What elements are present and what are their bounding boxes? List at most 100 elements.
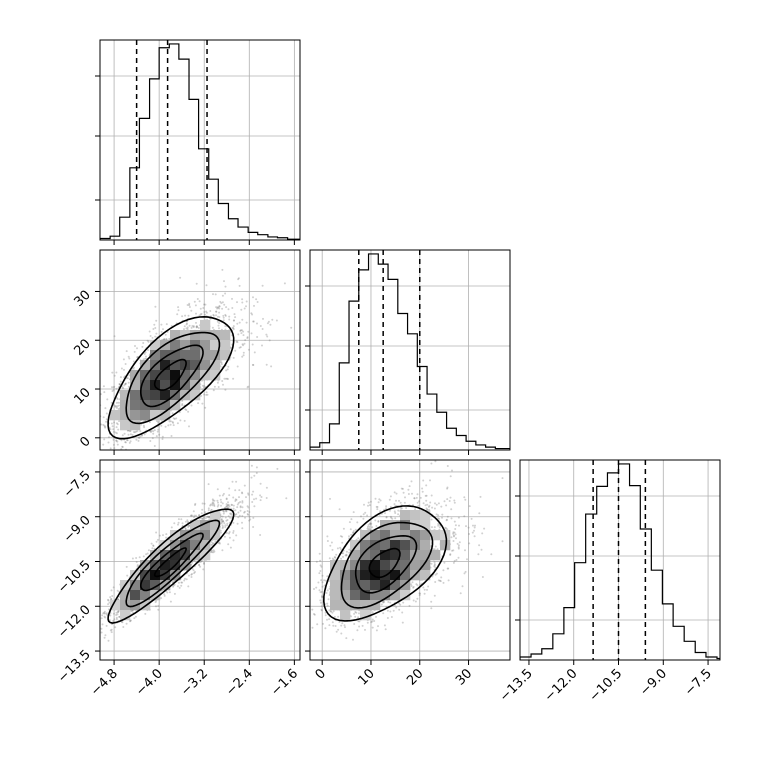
scatter-panel-p2-vs-p1-sample [143,426,146,429]
scatter-panel-p2-vs-p1-sample [265,333,268,336]
scatter-panel-p3-vs-p1-sample [251,493,254,496]
scatter-panel-p2-vs-p1-sample [222,316,225,319]
scatter-panel-p2-vs-p1-sample [251,363,254,366]
scatter-panel-p3-vs-p1-sample [117,598,120,601]
scatter-panel-p3-vs-p1-sample [213,503,216,506]
scatter-panel-p2-vs-p1-sample [152,430,155,433]
scatter-panel-p2-vs-p1-density-cell [180,350,191,361]
scatter-panel-p2-vs-p1-sample [290,326,293,329]
scatter-panel-p2-vs-p1-sample [218,322,221,325]
scatter-panel-p2-vs-p1-sample [142,424,145,427]
scatter-panel-p3-vs-p1-sample [222,520,225,523]
scatter-panel-p3-vs-p1-sample [221,527,224,530]
scatter-panel-p2-vs-p1-sample [167,424,170,427]
scatter-panel-p2-vs-p1-sample [246,386,249,389]
scatter-panel-p2-vs-p1-sample [124,383,127,386]
scatter-panel-p2-vs-p1-density-cell [160,390,171,401]
scatter-panel-p3-vs-p1-sample [225,510,227,513]
scatter-panel-p3-vs-p1-sample [188,524,190,527]
scatter-panel-p3-vs-p1-sample [115,611,118,614]
scatter-panel-p2-vs-p1-contour-2 [125,331,221,425]
scatter-panel-p2-vs-p1-sample [128,374,131,377]
scatter-panel-p2-vs-p1-sample [127,381,130,384]
scatter-panel-p3-vs-p1-sample [181,522,184,525]
scatter-panel-p2-vs-p1-sample [144,357,147,360]
scatter-panel-p2-vs-p1-sample [205,311,208,314]
scatter-panel-p3-vs-p1-sample [211,498,214,501]
scatter-panel-p2-vs-p1-sample [215,310,218,313]
scatter-panel-p2-vs-p1-sample [241,355,244,358]
scatter-panel-p3-vs-p1-sample [97,624,99,626]
scatter-panel-p3-vs-p1-sample [181,581,184,584]
scatter-panel-p2-vs-p1-density-cell [170,400,181,411]
scatter-panel-p2-vs-p1-sample [96,451,98,453]
scatter-panel-p2-vs-p1-sample [211,326,214,329]
scatter-panel-p3-vs-p1-sample [154,601,157,604]
scatter-panel-p2-vs-p1-sample [218,327,220,330]
scatter-panel-p3-vs-p1-sample [209,503,212,506]
scatter-panel-p3-vs-p1-sample [218,494,221,497]
scatter-panel-p3-vs-p1-sample [187,526,190,529]
scatter-panel-p2-vs-p1-density-cell [160,380,171,391]
scatter-panel-p2-vs-p1-sample [164,425,167,428]
scatter-panel-p2-vs-p1-sample [118,420,121,423]
scatter-panel-p2-vs-p1-density-cell [110,410,121,421]
scatter-panel-p2-vs-p1-sample [115,432,118,435]
hist-p3-steps [520,463,720,660]
scatter-panel-p2-vs-p1-sample [109,447,112,450]
scatter-panel-p2-vs-p1-sample [126,439,129,442]
scatter-panel-p2-vs-p1-density-cell [140,370,151,381]
scatter-panel-p2-vs-p1-sample [95,458,97,460]
scatter-panel-p2-vs-p1-sample [238,346,241,349]
scatter-panel-p2-vs-p1-sample [236,365,239,368]
scatter-panel-p2-vs-p1-sample [183,328,185,331]
scatter-panel-p3-vs-p1-sample [259,499,262,502]
scatter-panel-p3-vs-p1-sample [212,549,215,552]
scatter-panel-p2-vs-p1-sample [221,380,224,382]
scatter-panel-p2-vs-p1-sample [192,326,195,329]
scatter-panel-p3-vs-p1-sample [96,636,98,638]
scatter-panel-p3-vs-p1-sample [201,518,204,521]
scatter-panel-p2-vs-p1-sample [216,307,219,310]
scatter-panel-p2-vs-p1-sample [111,371,114,374]
scatter-panel-p2-vs-p1-sample [184,314,187,317]
scatter-panel-p2-vs-p1-sample [243,307,246,310]
scatter-panel-p3-vs-p1-sample [183,579,186,582]
scatter-panel-p3-vs-p1-sample [220,515,222,518]
scatter-panel-p2-vs-p1-sample [187,314,190,317]
scatter-panel-p2-vs-p1-sample [100,423,103,426]
scatter-panel-p2-vs-p1-sample [241,298,244,301]
scatter-panel-p3-vs-p1-sample [152,544,155,547]
scatter-panel-p2-vs-p1-sample [171,420,174,423]
scatter-panel-p3-vs-p1-sample [134,615,137,618]
scatter-panel-p2-vs-p1-sample [239,346,242,349]
scatter-panel-p2-vs-p1-sample [212,389,215,392]
scatter-panel-p3-vs-p1-sample [241,506,244,509]
scatter-panel-p2-vs-p1-sample [216,315,219,318]
scatter-panel-p2-vs-p1-sample [151,437,154,440]
scatter-panel-p3-vs-p1-sample [232,539,235,542]
scatter-panel-p3-vs-p1-sample [207,483,210,486]
scatter-panel-p3-vs-p1-sample [103,636,106,639]
scatter-panel-p3-vs-p1-sample [238,496,240,499]
scatter-panel-p2-vs-p1-sample [115,405,118,408]
scatter-panel-p2-vs-p1-sample [251,343,254,346]
scatter-panel-p2-vs-p1-sample [107,462,109,464]
scatter-panel-p3-vs-p1-sample [246,513,249,515]
scatter-panel-p2-vs-p1-sample [161,438,164,440]
scatter-panel-p3-vs-p1-sample [220,501,223,504]
scatter-panel-p2-vs-p1-density-cell [170,330,181,341]
scatter-panel-p3-vs-p1-sample [96,634,98,636]
scatter-panel-p2-vs-p1-sample [143,353,146,355]
scatter-panel-p2-vs-p1-density-cell [210,340,221,351]
scatter-panel-p2-vs-p1-sample [179,276,182,279]
scatter-panel-p2-vs-p1-sample [186,304,189,306]
scatter-panel-p2-vs-p1-sample [245,300,248,303]
scatter-panel-p3-vs-p1-sample [228,531,231,533]
scatter-panel-p2-vs-p1-sample [217,386,220,388]
scatter-panel-p3-vs-p1-sample [223,535,226,538]
scatter-panel-p2-vs-p1-sample [242,344,245,347]
scatter-panel-p2-vs-p1-sample [223,280,225,283]
scatter-panel-p2-vs-p1-density-cell [160,360,171,371]
scatter-panel-p3-vs-p1-sample [192,510,195,513]
